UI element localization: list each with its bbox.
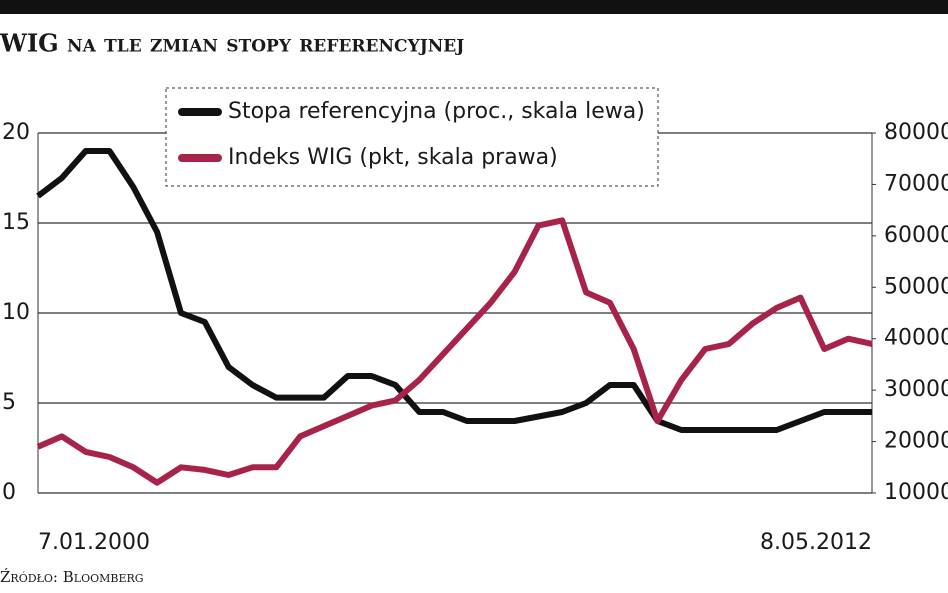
x-tick-label: 8.05.2012 [760,530,872,555]
top-bar [0,0,948,14]
legend: Stopa referencyjna (proc., skala lewa) In… [165,87,659,187]
legend-box [165,87,659,187]
y2-tick-label: 40000 [884,326,948,351]
y-tick-label: 10 [2,300,30,325]
y2-tick-label: 30000 [884,377,948,402]
y2-tick-label: 80000 [884,120,948,145]
source: Źródło: Bloomberg [0,568,144,586]
y2-tick-label: 20000 [884,429,948,454]
series-line [36,217,873,486]
legend-label: Indeks WIG (pkt, skala prawa) [228,145,558,170]
y-tick-label: 0 [2,480,16,505]
y-tick-label: 20 [2,120,30,145]
y-tick-label: 5 [2,390,16,415]
legend-label: Stopa referencyjna (proc., skala lewa) [228,99,645,124]
y2-tick-label: 60000 [884,223,948,248]
x-tick-label: 7.01.2000 [38,530,150,555]
y-tick-label: 15 [2,210,30,235]
y2-tick-label: 50000 [884,274,948,299]
y2-tick-label: 70000 [884,171,948,196]
chart-title: WIG na tle zmian stopy referencyjnej [0,29,464,58]
y2-tick-label: 10000 [884,480,948,505]
series-line [36,148,872,433]
